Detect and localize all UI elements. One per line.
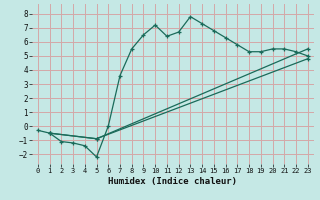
X-axis label: Humidex (Indice chaleur): Humidex (Indice chaleur): [108, 177, 237, 186]
